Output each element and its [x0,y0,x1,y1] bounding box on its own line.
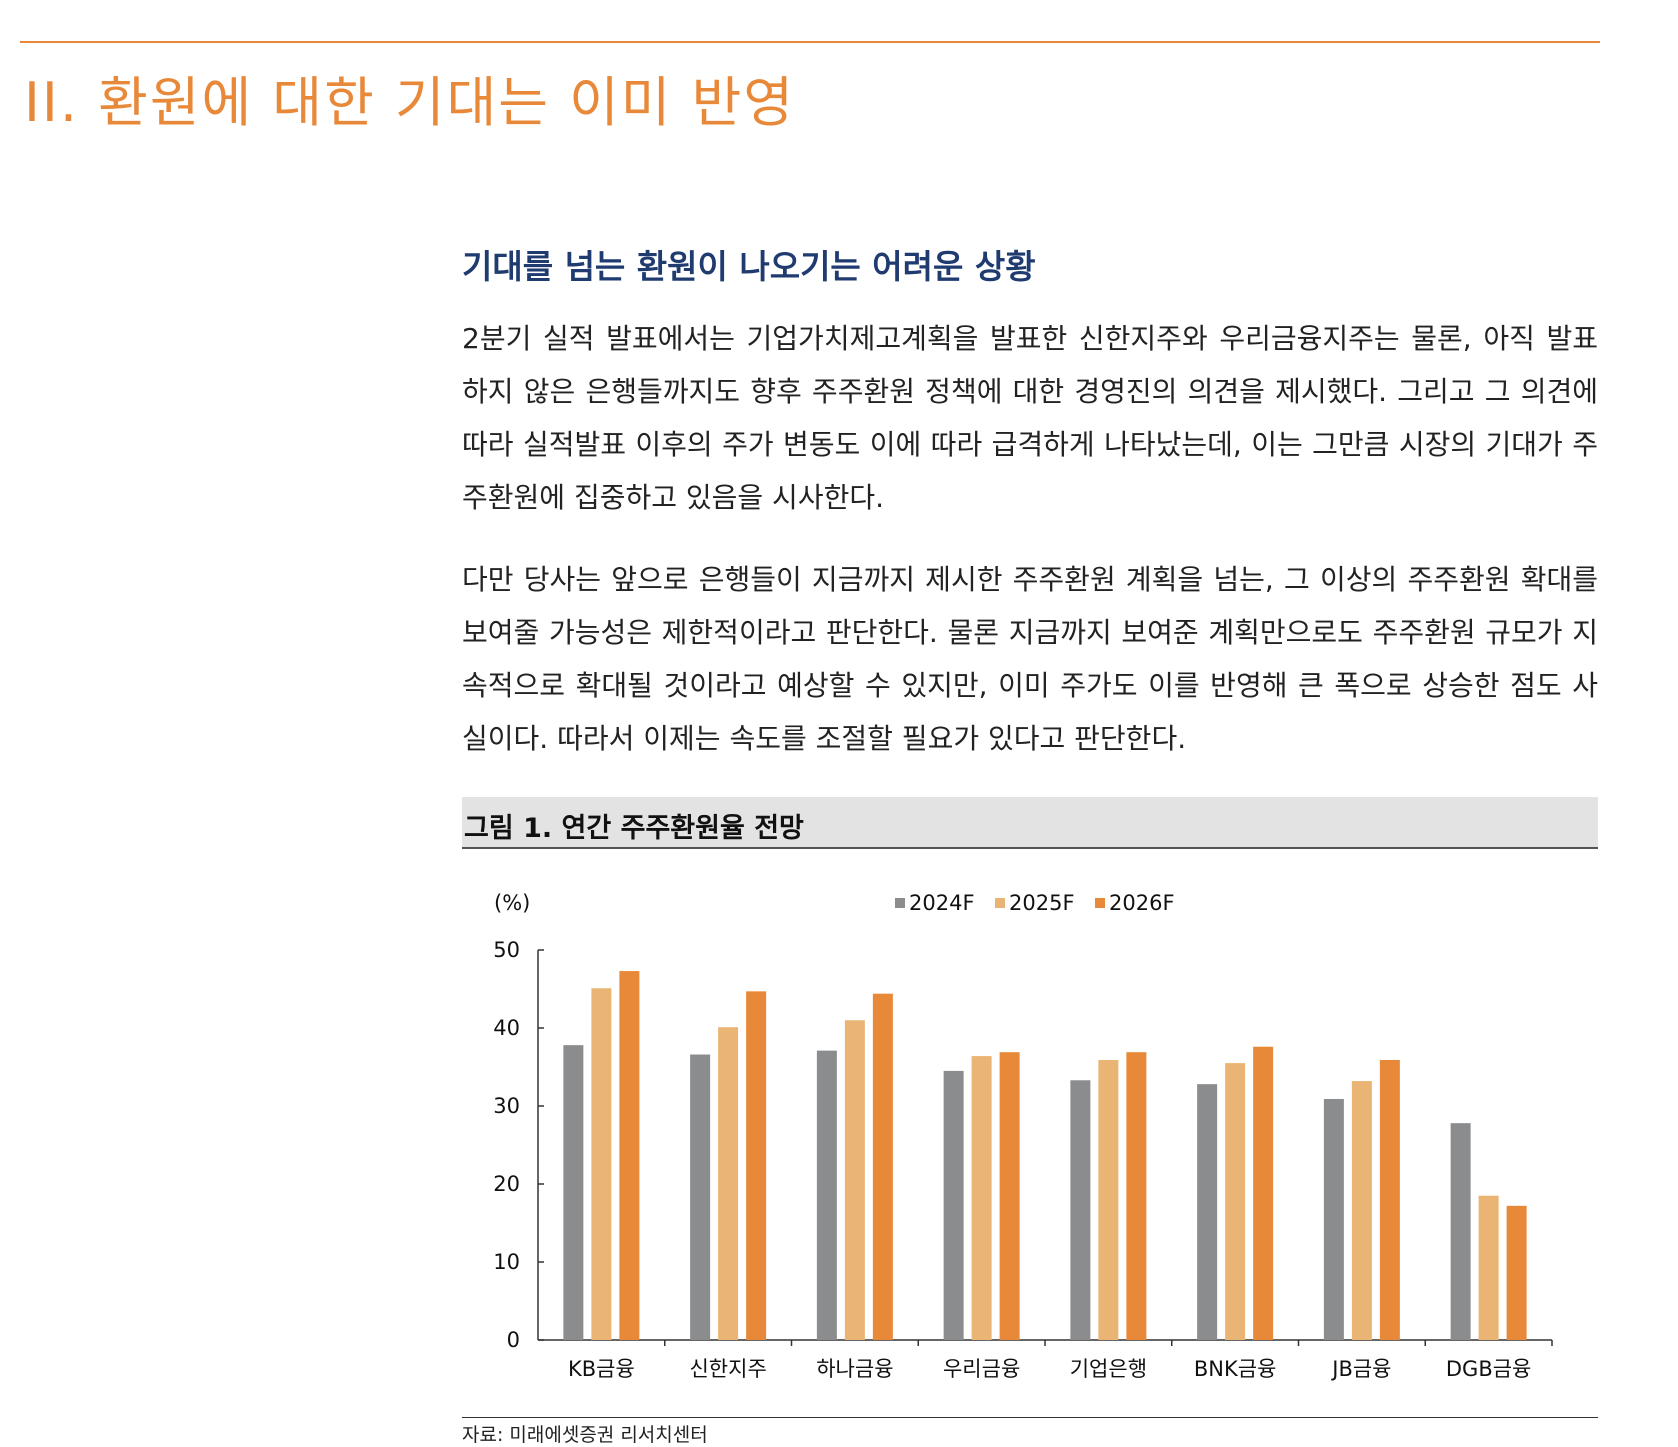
bar-2024F [1070,1080,1091,1340]
legend-label-2026F: 2026F [1109,891,1175,915]
y-tick-label: 50 [493,938,520,962]
legend-swatch-2026F [1095,898,1105,908]
section-title: II. 환원에 대한 기대는 이미 반영 [24,71,796,134]
y-tick-label: 30 [493,1094,520,1118]
bar-2025F [1351,1081,1372,1340]
bar-2025F [971,1056,992,1340]
bar-2025F [591,988,612,1340]
bar-2025F [844,1020,865,1340]
figure-title: 그림 1. 연간 주주환원율 전망 [464,813,804,844]
source-rule [462,1417,1598,1418]
bar-marks [563,971,1527,1340]
legend-swatch-2025F [995,898,1005,908]
source-note: 자료: 미래에셋증권 리서치센터 [462,1424,708,1446]
bar-2026F [746,991,767,1340]
bar-2026F [619,971,640,1340]
x-tick-label: DGB금융 [1446,1357,1532,1381]
legend-label-2025F: 2025F [1009,891,1075,915]
bar-2026F [1379,1059,1400,1340]
bar-2024F [1197,1084,1218,1340]
bar-2025F [1478,1195,1499,1340]
x-axis: KB금융 신한지주 하나금융 우리금융 기업은행 BNK금융 JB금융 DGB금융 [538,1339,1553,1381]
figure-header: 그림 1. 연간 주주환원율 전망 [462,797,1598,849]
paragraph-2: 다만 당사는 앞으로 은행들이 지금까지 제시한 주주환원 계획을 넘는, 그 … [462,563,1598,755]
legend-swatch-2024F [895,898,905,908]
bar-2026F [999,1052,1020,1340]
subheading: 기대를 넘는 환원이 나오기는 어려운 상황 [462,247,1036,286]
bar-chart: (%) 2024F 2025F 2026F 0 10 20 30 40 50 KB금융 신한지주… [493,891,1553,1381]
x-tick-label: 하나금융 [816,1357,893,1381]
legend-label-2024F: 2024F [909,891,975,915]
x-tick-label: 우리금융 [943,1357,1020,1381]
bar-2026F [872,993,893,1340]
bar-2024F [1323,1098,1344,1340]
x-tick-label: BNK금융 [1194,1357,1277,1381]
y-tick-label: 0 [507,1328,520,1352]
bar-2025F [1225,1063,1246,1340]
y-axis: 0 10 20 30 40 50 [493,938,544,1352]
y-tick-label: 40 [493,1016,520,1040]
bar-2026F [1126,1052,1147,1340]
section-top-rule [20,41,1600,43]
bar-2025F [718,1027,739,1340]
y-unit-label: (%) [494,891,530,915]
x-tick-label: JB금융 [1330,1357,1391,1381]
chart-legend: 2024F 2025F 2026F [895,891,1175,915]
bar-2024F [816,1050,837,1340]
bar-2024F [690,1054,711,1340]
x-tick-label: 신한지주 [689,1357,766,1381]
bar-2024F [943,1070,964,1340]
paragraph-1: 2분기 실적 발표에서는 기업가치제고계획을 발표한 신한지주와 우리금융지주는… [462,322,1598,514]
x-tick-label: 기업은행 [1070,1357,1147,1381]
y-tick-label: 20 [493,1172,520,1196]
bar-2024F [563,1045,584,1340]
bar-2026F [1253,1046,1274,1340]
bar-2026F [1506,1205,1527,1340]
bar-2024F [1450,1123,1471,1340]
x-tick-label: KB금융 [568,1357,635,1381]
y-tick-label: 10 [493,1250,520,1274]
bar-2025F [1098,1059,1119,1340]
